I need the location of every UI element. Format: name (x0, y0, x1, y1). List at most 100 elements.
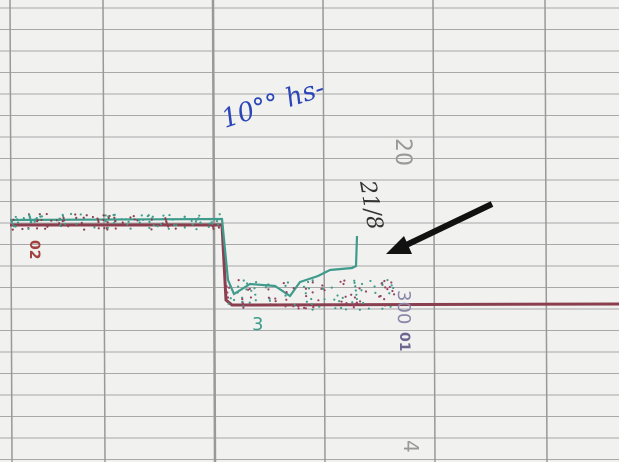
dot (340, 300, 343, 303)
dot (102, 214, 105, 217)
dot (12, 218, 15, 221)
dot (306, 303, 309, 306)
dot (311, 291, 314, 294)
dot (93, 226, 96, 229)
dot (242, 306, 245, 309)
dot (311, 281, 314, 284)
dot (241, 302, 244, 305)
dot (126, 223, 129, 226)
dot (336, 294, 339, 297)
dot (21, 227, 24, 231)
dot (245, 288, 248, 291)
dot (229, 285, 232, 288)
dot (362, 301, 365, 305)
dot (383, 279, 386, 283)
dot (67, 225, 70, 228)
dot (323, 298, 326, 301)
red-trace (10, 223, 619, 307)
scatter-dots (10, 212, 396, 311)
dot (183, 215, 186, 218)
dot (210, 222, 214, 225)
dot (85, 214, 88, 217)
dot (274, 300, 277, 303)
dot (246, 288, 250, 291)
dot (311, 308, 314, 311)
dot (195, 228, 198, 231)
dot (392, 293, 396, 296)
arrow-head (386, 236, 412, 254)
dot (267, 296, 270, 299)
dot (253, 287, 256, 290)
dot (91, 215, 95, 219)
dot (236, 291, 239, 294)
arrow-shaft (398, 201, 494, 251)
dot (269, 303, 272, 306)
grid-line (544, 0, 548, 462)
dot (58, 217, 61, 220)
dot (129, 227, 132, 230)
dot (383, 298, 386, 301)
dot (292, 287, 295, 290)
dot (58, 221, 61, 225)
dot (215, 220, 219, 223)
dot (286, 281, 290, 284)
dot (211, 225, 215, 228)
grid-line (322, 0, 326, 462)
dot (226, 296, 230, 299)
dot (75, 222, 78, 225)
dot (381, 307, 384, 310)
dot (364, 290, 368, 293)
dot (129, 216, 132, 219)
dot (166, 223, 169, 226)
dot (83, 228, 86, 231)
dot (345, 302, 348, 305)
dot (35, 227, 39, 230)
dot (104, 214, 107, 217)
dot (254, 293, 257, 296)
dot (69, 212, 73, 216)
dot (317, 299, 320, 302)
dot (127, 220, 130, 223)
dot (355, 301, 359, 304)
dot (161, 218, 164, 221)
dot (150, 218, 153, 221)
dot (97, 220, 100, 224)
dot (74, 213, 77, 216)
dot (354, 285, 357, 288)
dot (232, 298, 236, 302)
dot (132, 215, 135, 218)
dot (297, 307, 300, 310)
dot (106, 226, 109, 229)
dot (191, 223, 194, 226)
dot (102, 218, 105, 222)
dot (175, 224, 178, 227)
scale-label: 01 (396, 332, 412, 351)
dot (304, 307, 307, 310)
dot (60, 224, 64, 227)
dot (311, 279, 314, 282)
dot (386, 278, 389, 282)
dot (334, 307, 337, 310)
dot (140, 214, 143, 217)
dot (79, 213, 82, 216)
grid-line (9, 0, 13, 462)
dot (14, 215, 17, 219)
dot (278, 303, 281, 306)
scale-label: 300 (393, 290, 414, 324)
dot (96, 223, 99, 226)
dot (120, 217, 123, 221)
teal-trace (9, 217, 359, 298)
dot (229, 297, 232, 300)
dot (321, 284, 324, 287)
dot (45, 212, 48, 216)
grid-line (211, 0, 217, 462)
dot (390, 281, 393, 284)
dot (343, 279, 346, 282)
dot (151, 215, 154, 218)
dot (310, 302, 313, 306)
dot (282, 282, 285, 285)
dot (174, 227, 177, 230)
dot (353, 296, 357, 299)
